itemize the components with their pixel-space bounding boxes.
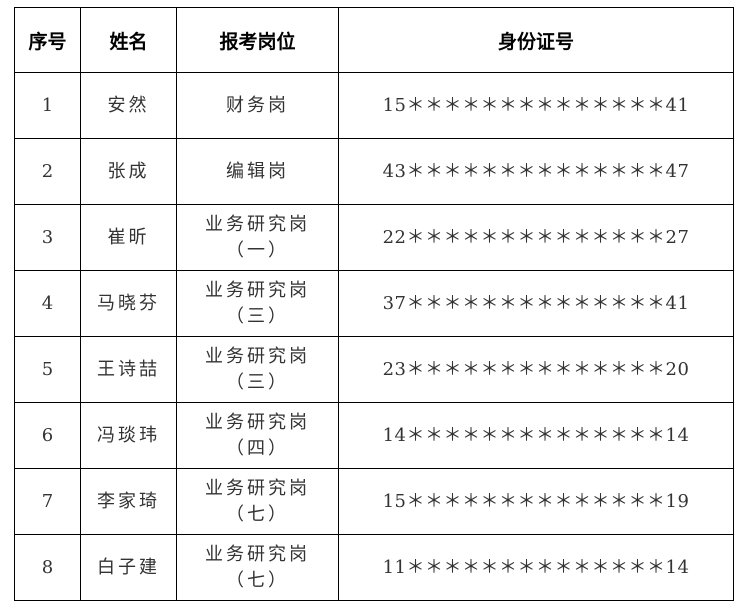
table-row: 6 冯琰玮 业务研究岗 （四） 14＊＊＊＊＊＊＊＊＊＊＊＊＊＊14 <box>14 402 734 469</box>
cell-post: 业务研究岗 （七） <box>176 534 339 601</box>
cell-no: 7 <box>14 468 81 535</box>
post-title: 财务岗 <box>226 94 289 116</box>
cell-no: 5 <box>14 336 81 403</box>
cell-no: 2 <box>14 138 81 205</box>
cell-no: 8 <box>14 534 81 601</box>
table-row: 7 李家琦 业务研究岗 （七） 15＊＊＊＊＊＊＊＊＊＊＊＊＊＊19 <box>14 468 734 535</box>
cell-post: 财务岗 <box>176 72 339 139</box>
post-title: 业务研究岗 <box>205 543 310 565</box>
header-id: 身份证号 <box>338 7 734 73</box>
cell-id: 37＊＊＊＊＊＊＊＊＊＊＊＊＊＊41 <box>338 270 734 337</box>
cell-post: 业务研究岗 （三） <box>176 270 339 337</box>
post-subtitle: （七） <box>226 503 289 525</box>
cell-no: 4 <box>14 270 81 337</box>
table-row: 1 安然 财务岗 15＊＊＊＊＊＊＊＊＊＊＊＊＊＊41 <box>14 72 734 139</box>
cell-name: 李家琦 <box>80 468 177 535</box>
cell-no: 6 <box>14 402 81 469</box>
cell-name: 安然 <box>80 72 177 139</box>
post-title: 业务研究岗 <box>205 477 310 499</box>
post-title: 业务研究岗 <box>205 345 310 367</box>
candidate-table: 序号 姓名 报考岗位 身份证号 1 安然 财务岗 15＊＊＊＊＊＊＊＊＊＊＊＊＊＊41… <box>14 7 734 601</box>
cell-post: 业务研究岗 （一） <box>176 204 339 271</box>
table-row: 4 马晓芬 业务研究岗 （三） 37＊＊＊＊＊＊＊＊＊＊＊＊＊＊41 <box>14 270 734 337</box>
cell-name: 张成 <box>80 138 177 205</box>
header-no: 序号 <box>14 7 81 73</box>
cell-no: 1 <box>14 72 81 139</box>
cell-id: 15＊＊＊＊＊＊＊＊＊＊＊＊＊＊41 <box>338 72 734 139</box>
header-post: 报考岗位 <box>176 7 339 73</box>
cell-no: 3 <box>14 204 81 271</box>
header-name: 姓名 <box>80 7 177 73</box>
table-row: 2 张成 编辑岗 43＊＊＊＊＊＊＊＊＊＊＊＊＊＊47 <box>14 138 734 205</box>
cell-id: 15＊＊＊＊＊＊＊＊＊＊＊＊＊＊19 <box>338 468 734 535</box>
post-title: 编辑岗 <box>226 160 289 182</box>
post-title: 业务研究岗 <box>205 279 310 301</box>
cell-post: 业务研究岗 （三） <box>176 336 339 403</box>
post-subtitle: （三） <box>226 371 289 393</box>
cell-id: 23＊＊＊＊＊＊＊＊＊＊＊＊＊＊20 <box>338 336 734 403</box>
table-row: 8 白子建 业务研究岗 （七） 11＊＊＊＊＊＊＊＊＊＊＊＊＊＊14 <box>14 534 734 601</box>
header-row: 序号 姓名 报考岗位 身份证号 <box>14 7 734 73</box>
post-subtitle: （一） <box>226 239 289 261</box>
cell-name: 王诗喆 <box>80 336 177 403</box>
post-subtitle: （三） <box>226 305 289 327</box>
cell-name: 崔昕 <box>80 204 177 271</box>
post-title: 业务研究岗 <box>205 213 310 235</box>
post-title: 业务研究岗 <box>205 411 310 433</box>
table-row: 5 王诗喆 业务研究岗 （三） 23＊＊＊＊＊＊＊＊＊＊＊＊＊＊20 <box>14 336 734 403</box>
cell-name: 冯琰玮 <box>80 402 177 469</box>
cell-id: 22＊＊＊＊＊＊＊＊＊＊＊＊＊＊27 <box>338 204 734 271</box>
cell-post: 编辑岗 <box>176 138 339 205</box>
cell-id: 43＊＊＊＊＊＊＊＊＊＊＊＊＊＊47 <box>338 138 734 205</box>
cell-post: 业务研究岗 （四） <box>176 402 339 469</box>
cell-name: 马晓芬 <box>80 270 177 337</box>
cell-post: 业务研究岗 （七） <box>176 468 339 535</box>
cell-id: 14＊＊＊＊＊＊＊＊＊＊＊＊＊＊14 <box>338 402 734 469</box>
cell-id: 11＊＊＊＊＊＊＊＊＊＊＊＊＊＊14 <box>338 534 734 601</box>
cell-name: 白子建 <box>80 534 177 601</box>
post-subtitle: （四） <box>226 437 289 459</box>
post-subtitle: （七） <box>226 569 289 591</box>
table-row: 3 崔昕 业务研究岗 （一） 22＊＊＊＊＊＊＊＊＊＊＊＊＊＊27 <box>14 204 734 271</box>
